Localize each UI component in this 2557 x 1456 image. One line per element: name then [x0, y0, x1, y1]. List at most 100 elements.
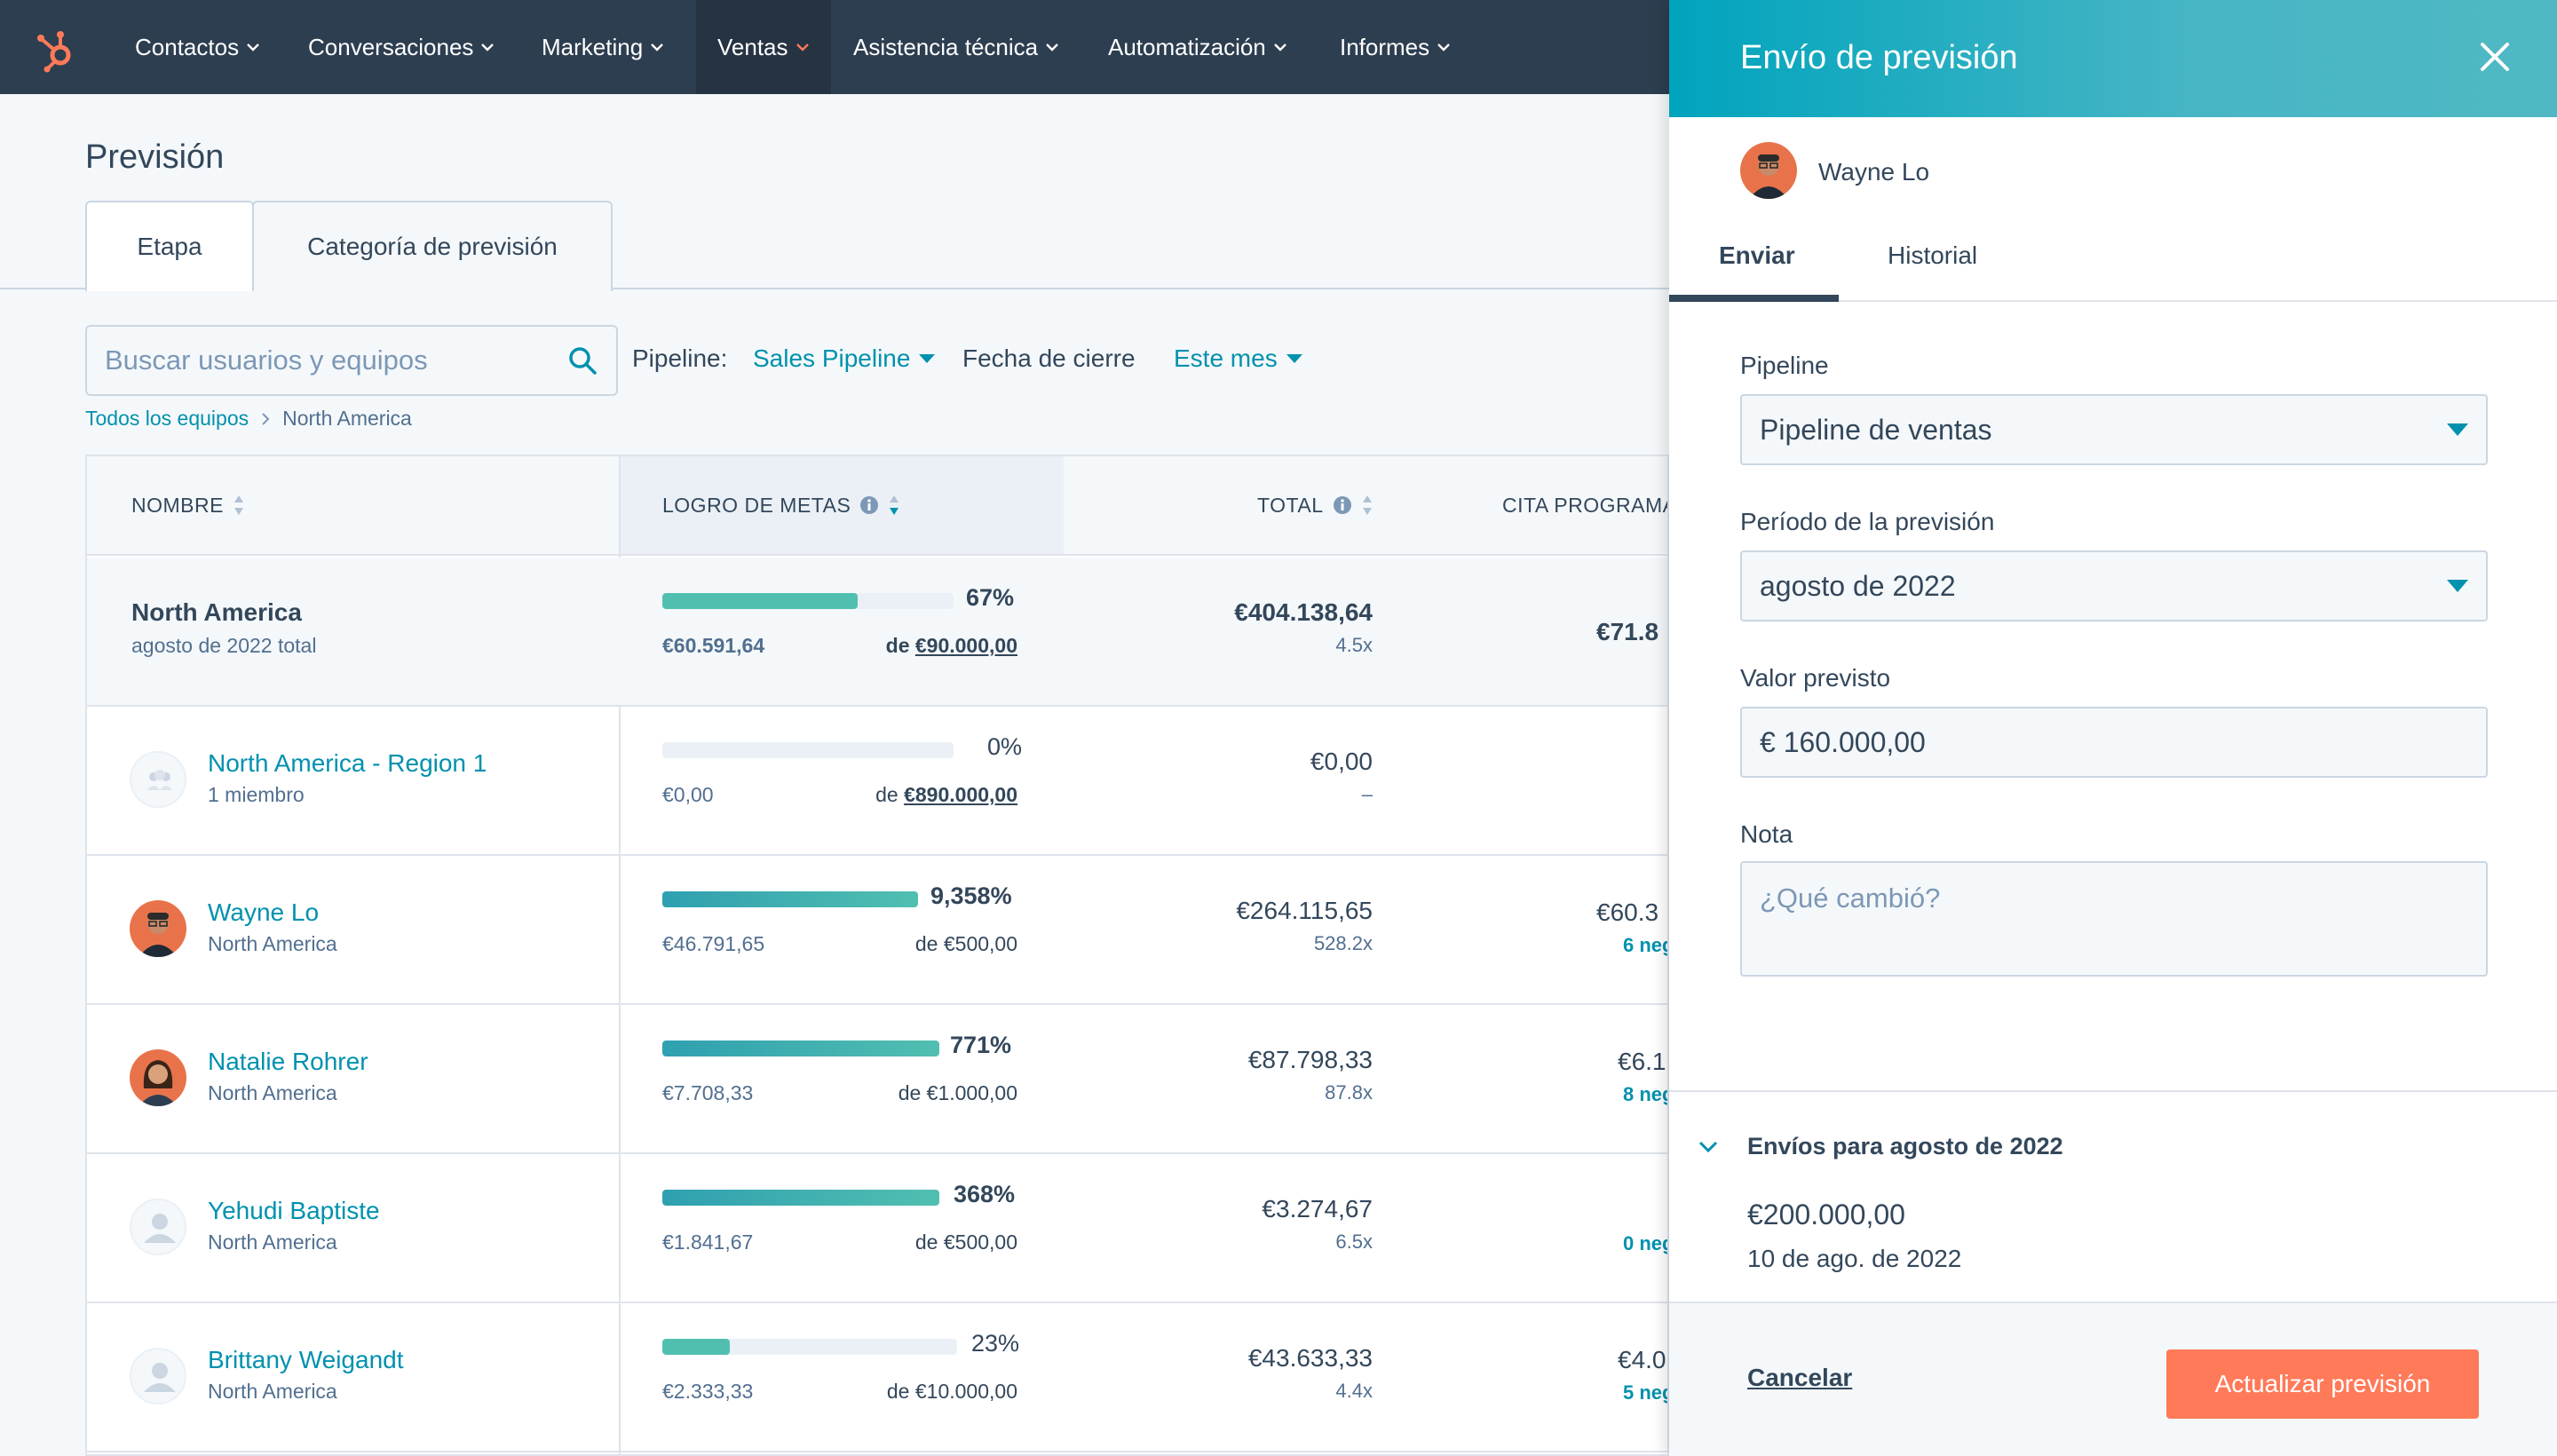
chevron-down-icon[interactable] — [1698, 1140, 1719, 1154]
tab-enviar[interactable]: Enviar — [1719, 241, 1795, 269]
avatar[interactable] — [130, 900, 186, 957]
view-tabs: Etapa Categoría de previsión — [0, 201, 1669, 291]
note-label: Nota — [1740, 820, 1793, 848]
cancel-button[interactable]: Cancelar — [1747, 1364, 1853, 1391]
goal-amount: de €890.000,00 — [875, 783, 1017, 806]
table-row-total: North America agosto de 2022 total 67% €… — [87, 558, 1667, 707]
total-amount: €87.798,33 — [1247, 1046, 1373, 1073]
submission-amount: €200.000,00 — [1747, 1199, 1905, 1230]
row-name-link[interactable]: Yehudi Baptiste — [208, 1197, 380, 1224]
chevron-down-icon — [651, 44, 664, 51]
header-cita-programada[interactable]: CITA PROGRAMA — [1502, 493, 1669, 517]
goal-progress-bar — [662, 1339, 957, 1355]
forecast-submission-panel: Envío de previsión Wayne Lo Enviar Histo… — [1669, 0, 2557, 1456]
panel-header: Envío de previsión — [1669, 0, 2557, 117]
sort-icon — [234, 495, 243, 515]
total-multiplier: 4.5x — [1335, 634, 1373, 656]
submissions-section-toggle[interactable]: Envíos para agosto de 2022 — [1747, 1133, 2063, 1159]
owner-name: Wayne Lo — [1818, 158, 1930, 186]
row-subtitle: North America — [208, 1230, 337, 1254]
goal-progress-bar — [662, 593, 954, 609]
info-icon[interactable] — [859, 495, 879, 515]
chevron-down-icon — [796, 44, 809, 51]
search-icon[interactable] — [566, 344, 598, 376]
tab-categoria-prevision[interactable]: Categoría de previsión — [252, 201, 613, 291]
goal-value-link[interactable]: €90.000,00 — [914, 634, 1017, 657]
nav-marketing[interactable]: Marketing — [542, 0, 664, 94]
goal-progress-bar — [662, 1190, 939, 1206]
chevron-right-icon — [262, 412, 270, 425]
row-subtitle: agosto de 2022 total — [131, 634, 317, 657]
cita-deals-link[interactable]: 5 neg — [1623, 1381, 1669, 1404]
top-navigation: Contactos Conversaciones Marketing Venta… — [0, 0, 1669, 94]
nav-ventas[interactable]: Ventas — [696, 0, 831, 94]
goal-percent: 368% — [954, 1181, 1016, 1207]
cita-deals-link[interactable]: 0 neg — [1623, 1232, 1669, 1254]
avatar[interactable] — [130, 1049, 186, 1106]
goal-amount: de €10.000,00 — [886, 1380, 1017, 1403]
note-textarea[interactable]: ¿Qué cambió? — [1740, 861, 2488, 977]
tab-etapa[interactable]: Etapa — [85, 201, 254, 291]
nav-automatizacion[interactable]: Automatización — [1108, 0, 1287, 94]
caret-down-icon — [2447, 580, 2468, 592]
progress-fill — [662, 1041, 939, 1056]
update-forecast-button[interactable]: Actualizar previsión — [2166, 1349, 2479, 1419]
info-icon[interactable] — [1333, 495, 1352, 515]
cita-amount: €4.0 — [1618, 1346, 1666, 1373]
pipeline-filter-dropdown[interactable]: Sales Pipeline — [753, 344, 936, 373]
default-avatar-icon[interactable] — [130, 1348, 186, 1405]
header-nombre[interactable]: NOMBRE — [131, 456, 245, 554]
avatar — [1740, 142, 1797, 199]
chevron-down-icon — [1046, 44, 1058, 51]
cita-amount: €6.1 — [1618, 1048, 1666, 1075]
row-name: North America — [131, 598, 302, 626]
goal-percent: 23% — [971, 1330, 1020, 1357]
header-total[interactable]: TOTAL — [1257, 456, 1373, 554]
breadcrumb-all-teams-link[interactable]: Todos los equipos — [85, 407, 249, 430]
chevron-down-icon — [1437, 44, 1451, 51]
hubspot-logo-icon[interactable] — [32, 25, 82, 75]
row-subtitle: 1 miembro — [208, 783, 305, 806]
nav-contactos[interactable]: Contactos — [135, 0, 260, 94]
pipeline-select[interactable]: Pipeline de ventas — [1740, 394, 2488, 465]
active-tab-indicator — [1669, 295, 1839, 302]
total-amount: €3.274,67 — [1262, 1195, 1373, 1223]
submission-date: 10 de ago. de 2022 — [1747, 1245, 1962, 1272]
achieved-amount: €7.708,33 — [662, 1081, 754, 1104]
nav-conversaciones[interactable]: Conversaciones — [308, 0, 495, 94]
row-name-link[interactable]: Natalie Rohrer — [208, 1048, 368, 1075]
nav-informes[interactable]: Informes — [1340, 0, 1451, 94]
total-multiplier: 4.4x — [1335, 1380, 1373, 1402]
tab-historial[interactable]: Historial — [1888, 241, 1978, 269]
progress-fill — [662, 1190, 939, 1206]
header-logro-de-metas[interactable]: LOGRO DE METAS — [662, 456, 900, 554]
close-icon[interactable] — [2477, 39, 2513, 75]
total-amount: €264.115,65 — [1236, 897, 1373, 924]
goal-progress-bar — [662, 742, 954, 758]
total-amount: €404.138,64 — [1234, 598, 1373, 626]
cita-amount: €71.8 — [1596, 618, 1659, 645]
forecast-value-input[interactable]: € 160.000,00 — [1740, 707, 2488, 778]
caret-down-icon — [919, 354, 936, 363]
period-select[interactable]: agosto de 2022 — [1740, 550, 2488, 621]
cita-deals-link[interactable]: 8 neg — [1623, 1083, 1669, 1105]
row-name-link[interactable]: Brittany Weigandt — [208, 1346, 404, 1373]
search-input[interactable]: Buscar usuarios y equipos — [85, 325, 618, 396]
default-avatar-icon[interactable] — [130, 1199, 186, 1255]
sort-icon — [890, 495, 899, 515]
close-date-filter-dropdown[interactable]: Este mes — [1174, 344, 1302, 373]
total-amount: €43.633,33 — [1247, 1344, 1373, 1372]
caret-down-icon — [1286, 354, 1302, 363]
row-subtitle: North America — [208, 1380, 337, 1403]
goal-value-link[interactable]: €890.000,00 — [904, 783, 1017, 806]
panel-footer: Cancelar Actualizar previsión — [1669, 1302, 2557, 1456]
chevron-down-icon — [1273, 44, 1286, 51]
cita-deals-link[interactable]: 6 neg — [1623, 934, 1669, 956]
goal-percent: 67% — [966, 584, 1015, 611]
row-name-link[interactable]: North America - Region 1 — [208, 749, 487, 777]
breadcrumb-current: North America — [282, 407, 412, 430]
row-name-link[interactable]: Wayne Lo — [208, 898, 320, 926]
total-multiplier: 6.5x — [1335, 1230, 1373, 1253]
nav-asistencia-tecnica[interactable]: Asistencia técnica — [853, 0, 1059, 94]
panel-title: Envío de previsión — [1740, 39, 2018, 76]
